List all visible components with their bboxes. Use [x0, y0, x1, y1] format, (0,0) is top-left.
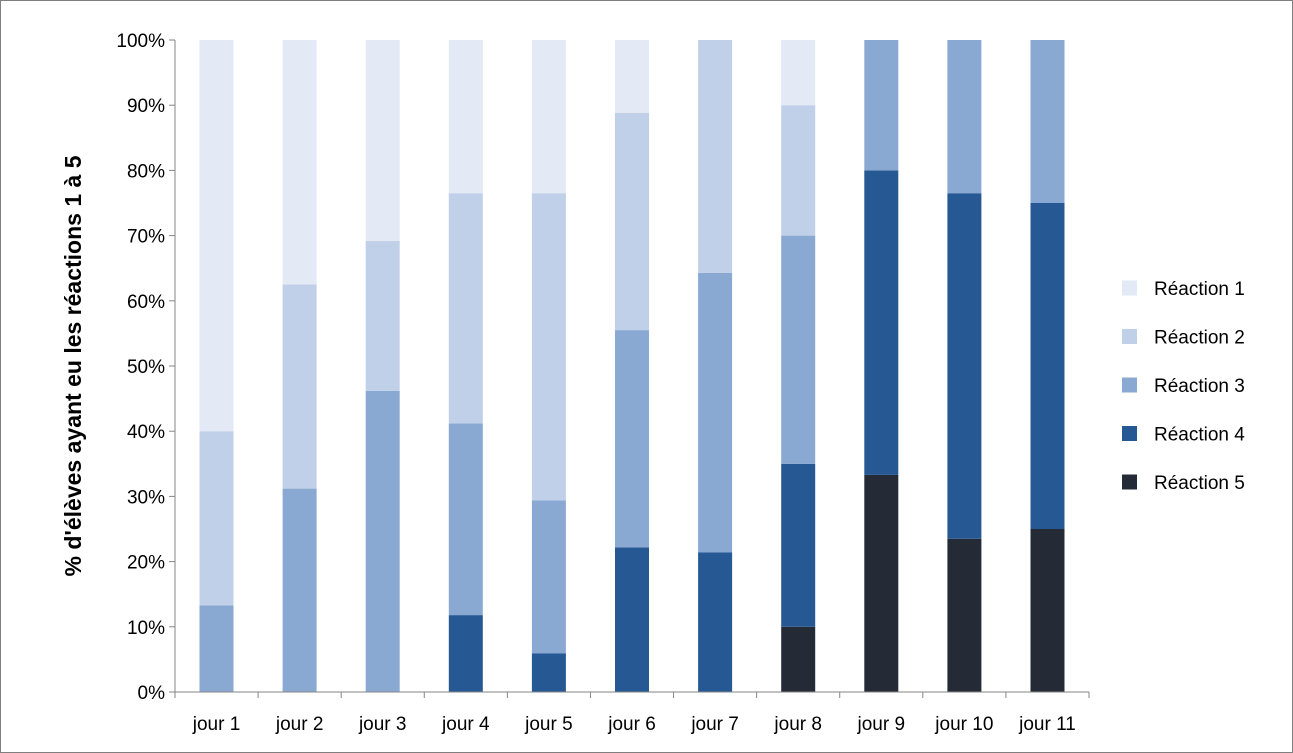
legend-swatch — [1122, 377, 1137, 393]
bar-r-action-4-jour-10 — [947, 193, 982, 539]
bar-r-action-1-jour-4 — [448, 40, 483, 194]
bar-r-action-2-jour-3 — [365, 240, 400, 391]
x-tick-label: jour 5 — [524, 714, 573, 735]
legend-label: Réaction 1 — [1154, 279, 1245, 300]
x-tick-label: jour 6 — [607, 714, 656, 735]
bar-r-action-5-jour-10 — [947, 538, 982, 692]
y-tick-label: 90% — [127, 96, 165, 117]
y-tick-label: 30% — [127, 487, 165, 508]
bar-r-action-1-jour-2 — [282, 40, 317, 285]
y-axis-title: % d'élèves ayant eu les réactions 1 à 5 — [60, 155, 86, 576]
bar-r-action-5-jour-8 — [781, 626, 816, 692]
legend-label: Réaction 5 — [1154, 473, 1245, 494]
bar-r-action-5-jour-9 — [864, 474, 899, 692]
x-tick-label: jour 10 — [934, 714, 993, 735]
bar-r-action-4-jour-7 — [698, 552, 733, 692]
bar-r-action-1-jour-6 — [615, 40, 649, 113]
legend-label: Réaction 3 — [1154, 376, 1245, 397]
bar-r-action-2-jour-6 — [615, 113, 649, 331]
bar-r-action-3-jour-9 — [864, 40, 899, 171]
bar-r-action-3-jour-10 — [947, 40, 982, 194]
y-tick-label: 100% — [116, 31, 165, 52]
bar-r-action-2-jour-5 — [531, 193, 566, 501]
bar-r-action-2-jour-8 — [781, 105, 816, 236]
x-tick-label: jour 9 — [857, 714, 906, 735]
legend-label: Réaction 2 — [1154, 328, 1245, 349]
bar-r-action-3-jour-8 — [781, 235, 816, 464]
bar-r-action-4-jour-5 — [531, 653, 566, 692]
legend-swatch — [1122, 329, 1137, 344]
bar-r-action-2-jour-7 — [698, 40, 733, 273]
y-tick-label: 60% — [127, 292, 165, 313]
bar-r-action-4-jour-9 — [864, 170, 899, 475]
bar-r-action-4-jour-6 — [615, 547, 649, 692]
bar-r-action-3-jour-6 — [615, 330, 649, 548]
x-tick-label: jour 2 — [275, 714, 324, 735]
y-tick-label: 20% — [127, 553, 165, 574]
x-tick-label: jour 7 — [690, 714, 739, 735]
legend-label: Réaction 4 — [1154, 425, 1245, 446]
bar-r-action-4-jour-11 — [1030, 203, 1065, 529]
y-tick-label: 40% — [127, 422, 165, 443]
bar-r-action-1-jour-8 — [781, 40, 816, 106]
legend-swatch — [1122, 280, 1137, 296]
bar-r-action-3-jour-2 — [282, 488, 317, 692]
x-tick-label: jour 4 — [441, 714, 490, 735]
x-tick-label: jour 3 — [358, 714, 407, 735]
bar-r-action-1-jour-5 — [531, 40, 566, 194]
bar-r-action-1-jour-1 — [199, 40, 234, 432]
bar-r-action-3-jour-11 — [1030, 40, 1065, 203]
x-tick-label: jour 11 — [1018, 714, 1076, 735]
bar-r-action-4-jour-8 — [781, 463, 816, 627]
bar-r-action-2-jour-2 — [282, 284, 317, 489]
y-tick-label: 50% — [127, 357, 165, 378]
bar-r-action-4-jour-4 — [448, 615, 483, 692]
legend-swatch — [1122, 474, 1137, 490]
y-tick-label: 70% — [127, 227, 165, 248]
y-tick-label: 80% — [127, 161, 165, 182]
bar-r-action-5-jour-11 — [1030, 529, 1065, 692]
y-tick-label: 0% — [138, 683, 166, 704]
bar-r-action-3-jour-4 — [448, 423, 483, 616]
bar-r-action-2-jour-4 — [448, 193, 483, 424]
x-tick-label: jour 8 — [773, 714, 822, 735]
bar-r-action-3-jour-3 — [365, 390, 400, 692]
bar-r-action-3-jour-1 — [199, 605, 234, 692]
bar-r-action-3-jour-5 — [531, 500, 566, 654]
legend-swatch — [1122, 426, 1137, 441]
bar-r-action-3-jour-7 — [698, 272, 733, 553]
bar-r-action-2-jour-1 — [199, 431, 234, 606]
x-tick-label: jour 1 — [192, 714, 241, 735]
y-tick-label: 10% — [127, 618, 165, 639]
bar-r-action-1-jour-3 — [365, 40, 400, 241]
